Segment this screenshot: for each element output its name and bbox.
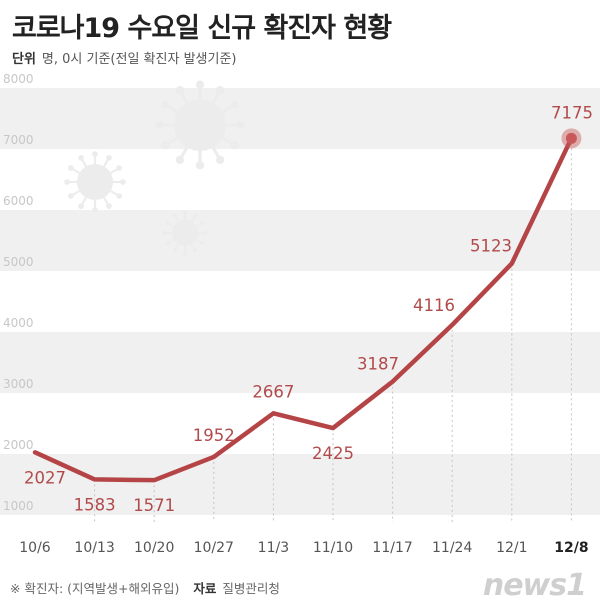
data-labels: 2027 1583 1571 1952 2667 2425 3187 4116 5123 7175 [24,103,593,515]
virus-illustrations [64,80,245,256]
source-value: 질병관리청 [222,581,280,596]
virus-icon [64,151,126,213]
data-label: 1571 [133,496,175,515]
background-bands [0,88,600,515]
chart-title: 코로나19 수요일 신규 확진자 현황 [12,13,392,44]
unit-note: 단위 명, 0시 기준(전일 확진자 발생기준) [12,48,236,67]
y-axis-ticks: 1000 2000 3000 4000 5000 6000 7000 8000 [3,72,34,513]
y-tick-label: 3000 [3,377,34,391]
y-tick-label: 2000 [3,438,34,452]
series-line [32,136,574,483]
grid-band [0,332,600,393]
unit-label: 단위 [12,52,36,67]
x-tick-label: 12/8 [554,540,588,556]
data-label: 1583 [74,495,116,514]
y-tick-label: 4000 [3,316,34,330]
source-label: 자료 [193,581,217,596]
footnote: ※ 확진자: (지역발생+해외유입) [10,581,180,596]
y-tick-label: 8000 [3,72,34,86]
x-tick-label: 11/10 [313,540,353,556]
y-tick-label: 7000 [3,133,34,147]
x-axis-ticks: 10/6 10/13 10/20 10/27 11/3 11/10 11/17 11/24 12… [19,540,588,556]
x-tick-label: 11/24 [432,540,472,556]
data-label: 2425 [312,444,354,463]
x-tick-label: 11/3 [258,540,289,556]
footer-note: ※ 확진자: (지역발생+해외유입) 자료 질병관리청 [10,578,280,597]
x-tick-label: 12/1 [496,540,527,556]
x-tick-label: 10/27 [194,540,234,556]
data-label: 3187 [357,355,399,374]
data-label: 5123 [470,236,512,255]
unit-text: 명, 0시 기준(전일 확진자 발생기준) [41,52,237,67]
grid-band [0,88,600,149]
data-label: 1952 [193,426,235,445]
y-tick-label: 5000 [3,255,34,269]
data-label: 7175 [551,103,593,122]
y-tick-label: 1000 [3,499,34,513]
data-label: 2027 [24,468,66,487]
data-label: 4116 [413,296,455,315]
x-tick-label: 10/13 [74,540,114,556]
x-tick-label: 10/20 [134,540,174,556]
highlight-marker [565,132,577,144]
news1-logo: news1 [482,568,587,603]
line-chart: 1000 2000 3000 4000 5000 6000 7000 8000 2027 158… [0,72,600,556]
virus-icon [162,210,208,256]
vertical-guides [94,138,572,522]
x-tick-label: 11/17 [372,540,412,556]
y-tick-label: 6000 [3,194,34,208]
virus-icon [155,80,245,170]
data-label: 2667 [252,382,294,401]
grid-band [0,454,600,515]
grid-band [0,210,600,271]
series-line-group [32,128,582,483]
x-tick-label: 10/6 [19,540,51,556]
